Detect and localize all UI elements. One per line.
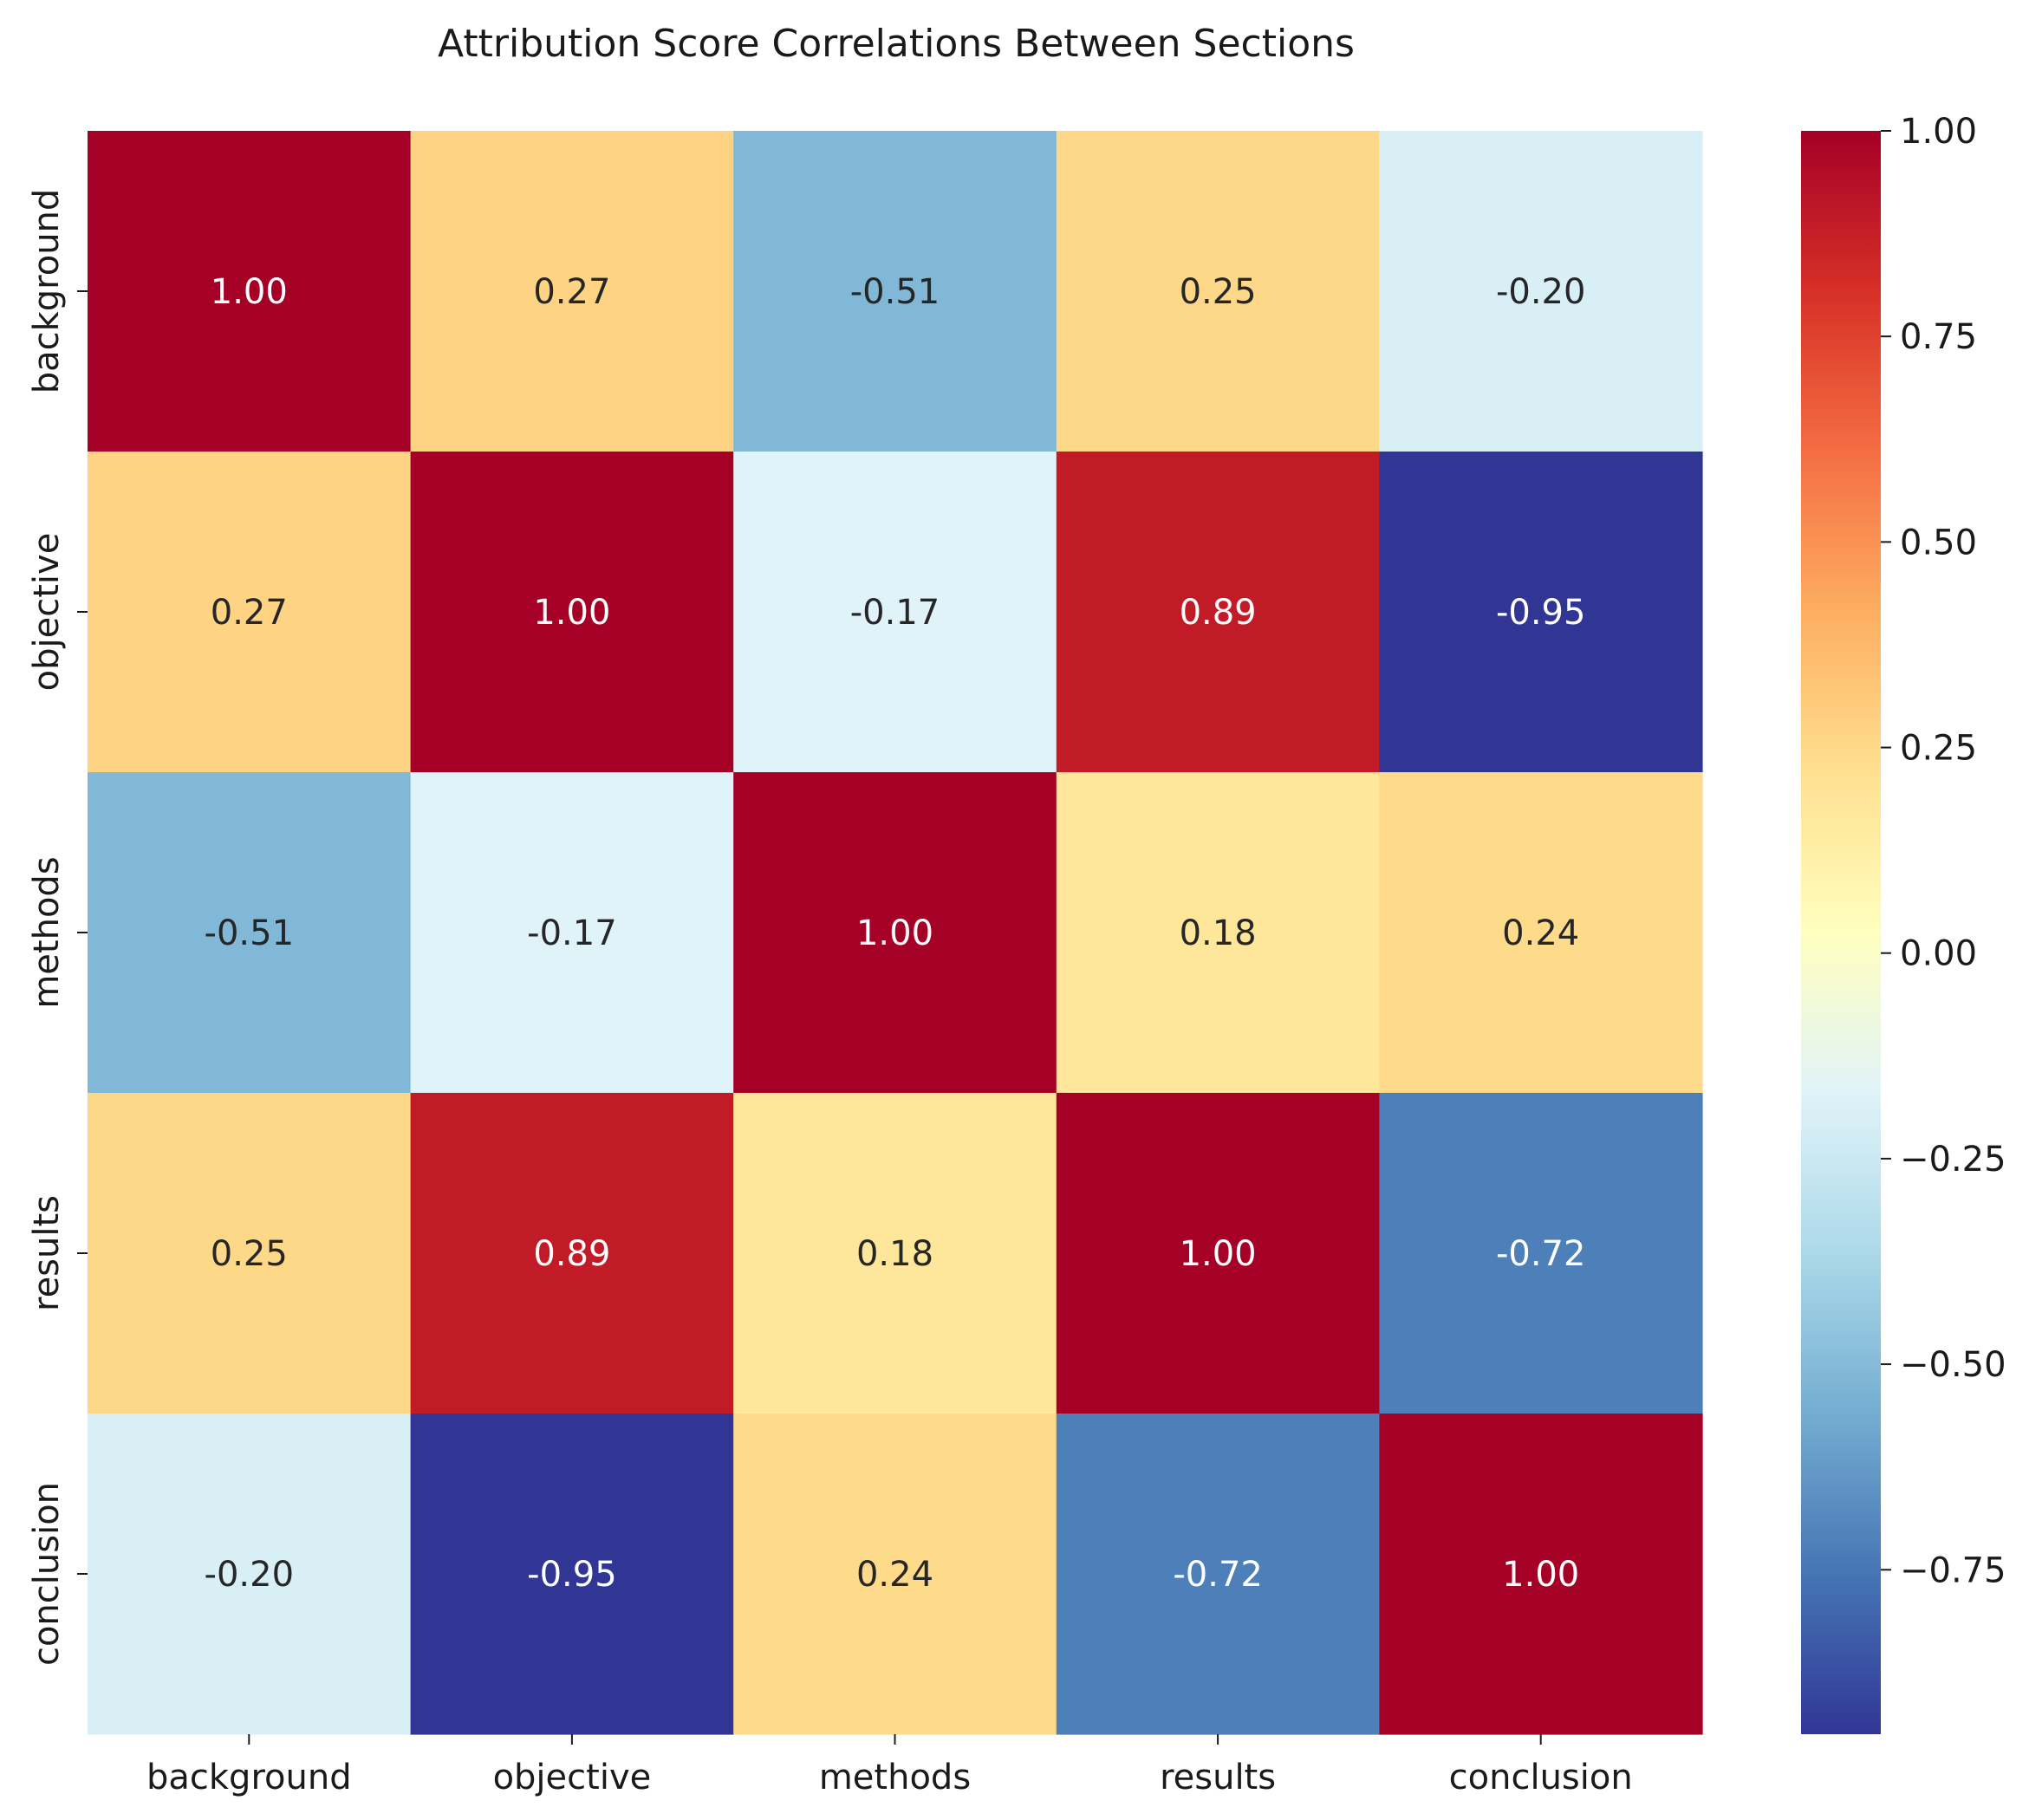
colorbar-tick-label: −0.50 bbox=[1900, 1345, 2006, 1385]
cell-value-label: 1.00 bbox=[856, 913, 933, 953]
cell-value-label: 0.18 bbox=[1180, 913, 1257, 953]
heatmap-cell bbox=[733, 131, 1057, 452]
x-tick-label: conclusion bbox=[1449, 1758, 1633, 1797]
cell-value-label: -0.72 bbox=[1496, 1234, 1586, 1274]
y-tick-label: objective bbox=[27, 533, 67, 692]
cell-value-label: -0.51 bbox=[850, 272, 940, 312]
heatmap-cell bbox=[1379, 1093, 1703, 1414]
y-tick-label: methods bbox=[27, 856, 67, 1008]
x-tick-label: background bbox=[146, 1758, 352, 1797]
cell-value-label: 1.00 bbox=[533, 593, 610, 633]
heatmap-cell bbox=[1056, 772, 1380, 1094]
heatmap-cell bbox=[88, 772, 412, 1094]
cell-value-label: 0.24 bbox=[1502, 913, 1579, 953]
cell-value-label: 1.00 bbox=[1180, 1234, 1257, 1274]
y-tick-label: conclusion bbox=[27, 1482, 67, 1666]
heatmap-cell bbox=[1056, 1414, 1380, 1735]
colorbar-tick-label: 1.00 bbox=[1900, 112, 1977, 152]
chart-title: Attribution Score Correlations Between S… bbox=[438, 22, 1355, 66]
cell-value-label: -0.17 bbox=[850, 593, 940, 633]
cell-value-label: 0.89 bbox=[533, 1234, 610, 1274]
heatmap-cell bbox=[410, 1093, 734, 1414]
cell-value-label: 0.25 bbox=[1180, 272, 1257, 312]
colorbar-tick-label: 0.50 bbox=[1900, 523, 1977, 562]
cell-value-label: 0.24 bbox=[856, 1555, 933, 1595]
colorbar-tick-label: 0.25 bbox=[1900, 729, 1977, 769]
heatmap-cell bbox=[88, 1414, 412, 1735]
colorbar: −0.75 −0.50 −0.25 0.00 0.25 0.50 0.75 1.00 bbox=[1801, 112, 2006, 1734]
colorbar-tick-label: −0.25 bbox=[1900, 1140, 2006, 1180]
cell-value-label: 0.18 bbox=[856, 1234, 933, 1274]
colorbar-tick-label: 0.75 bbox=[1900, 317, 1977, 357]
heatmap-cell bbox=[1056, 452, 1380, 773]
cell-value-label: -0.17 bbox=[527, 913, 617, 953]
cell-value-label: 0.25 bbox=[211, 1234, 288, 1274]
heatmap-cell bbox=[1379, 772, 1703, 1094]
x-tick-label: objective bbox=[493, 1758, 652, 1797]
heatmap-cells bbox=[88, 131, 1703, 1735]
x-tick-label: methods bbox=[819, 1758, 971, 1797]
cell-value-label: -0.20 bbox=[1496, 272, 1586, 312]
heatmap-cell bbox=[733, 1414, 1057, 1735]
cell-value-label: 0.89 bbox=[1180, 593, 1257, 633]
cell-value-label: 0.27 bbox=[211, 593, 288, 633]
cell-value-label: 1.00 bbox=[211, 272, 288, 312]
cell-value-label: 1.00 bbox=[1502, 1555, 1579, 1595]
heatmap-cell bbox=[410, 1414, 734, 1735]
x-tick-label: results bbox=[1160, 1758, 1276, 1797]
y-tick-label: background bbox=[27, 189, 67, 394]
heatmap-cell bbox=[1379, 452, 1703, 773]
heatmap-cell bbox=[410, 131, 734, 452]
heatmap-cell bbox=[733, 452, 1057, 773]
y-tick-label: results bbox=[27, 1195, 67, 1311]
y-axis: background objective methods results conclus… bbox=[27, 189, 88, 1666]
cell-value-label: -0.72 bbox=[1173, 1555, 1263, 1595]
heatmap-cell bbox=[1056, 1093, 1380, 1414]
colorbar-gradient bbox=[1801, 131, 1881, 1734]
cell-value-label: -0.51 bbox=[205, 913, 295, 953]
heatmap-cell bbox=[1379, 1414, 1703, 1735]
cell-value-label: 0.27 bbox=[533, 272, 610, 312]
heatmap-cell bbox=[733, 1093, 1057, 1414]
cell-value-label: -0.20 bbox=[205, 1555, 295, 1595]
heatmap-cell bbox=[733, 772, 1057, 1094]
heatmap-cell bbox=[88, 452, 412, 773]
heatmap-cell bbox=[410, 772, 734, 1094]
heatmap-cell bbox=[1056, 131, 1380, 452]
x-axis: background objective methods results conclus… bbox=[146, 1734, 1633, 1797]
heatmap-cell-labels: 1.00 0.27 -0.51 0.25 -0.20 0.27 1.00 -0.17 0.89 -… bbox=[205, 272, 1586, 1595]
heatmap-cell bbox=[410, 452, 734, 773]
cell-value-label: -0.95 bbox=[527, 1555, 617, 1595]
heatmap-cell bbox=[1379, 131, 1703, 452]
colorbar-tick-label: 0.00 bbox=[1900, 934, 1977, 974]
heatmap-cell bbox=[88, 131, 412, 452]
heatmap-cell bbox=[88, 1093, 412, 1414]
cell-value-label: -0.95 bbox=[1496, 593, 1586, 633]
colorbar-tick-label: −0.75 bbox=[1900, 1550, 2006, 1590]
